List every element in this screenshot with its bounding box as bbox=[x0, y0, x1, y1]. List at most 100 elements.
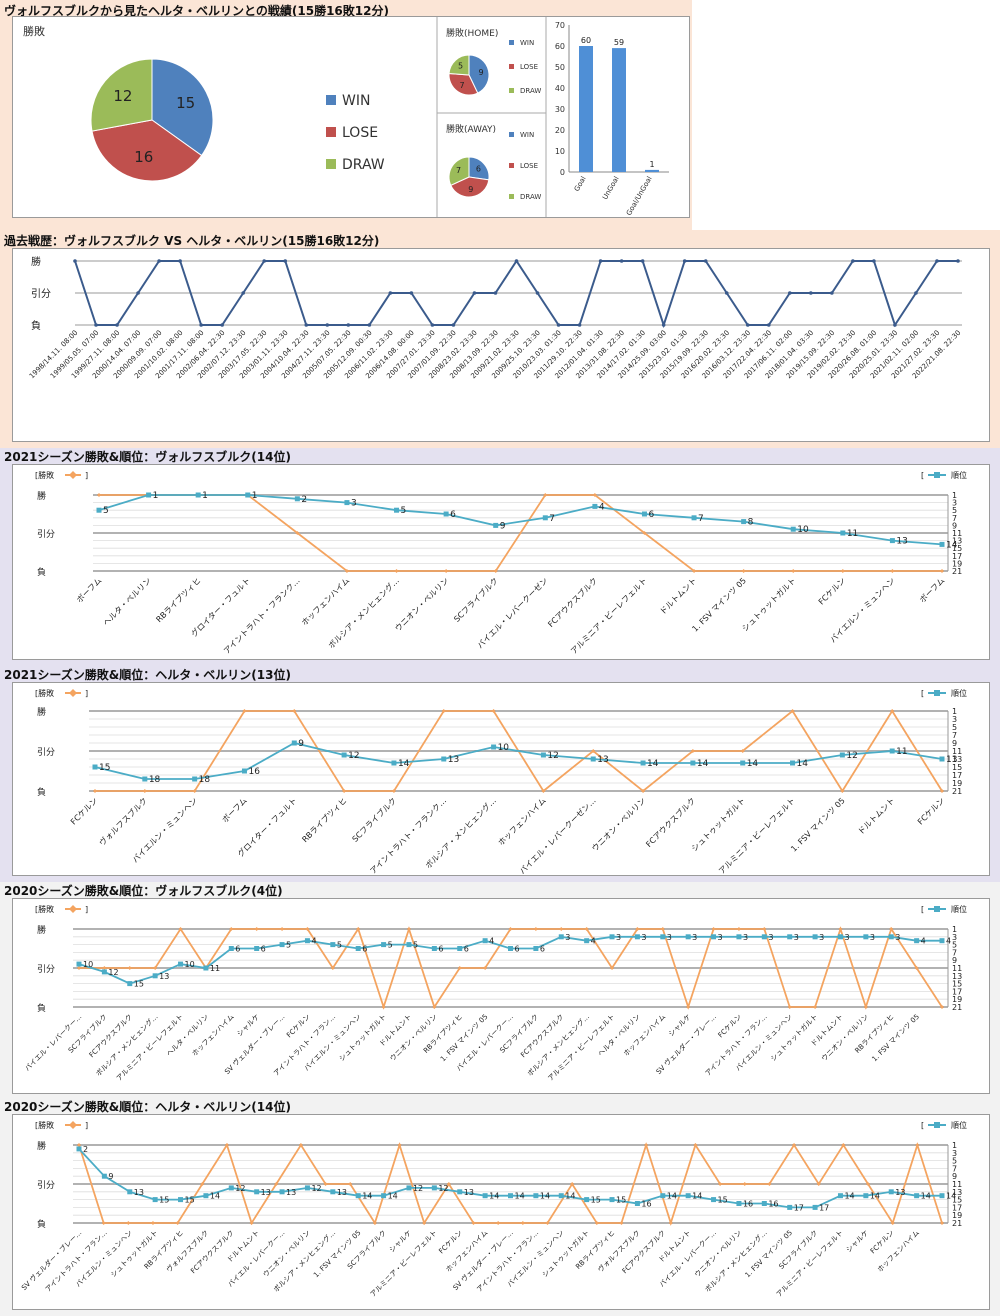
s2-result-point-4 bbox=[178, 927, 183, 931]
s2-team-12: シュトゥットガルト bbox=[337, 1012, 388, 1063]
s3-rank-point-21 bbox=[609, 1197, 615, 1203]
history-point-40 bbox=[914, 291, 918, 295]
s3-rank-label-18: 14 bbox=[540, 1192, 550, 1201]
s2-rank-point-1 bbox=[101, 969, 107, 975]
s2-rank-label-4: 10 bbox=[185, 960, 195, 969]
s3-result-point-17 bbox=[496, 1221, 501, 1225]
s1-team-3: ボーフム bbox=[220, 796, 248, 824]
s3-legend-right-open: [ bbox=[921, 1121, 924, 1130]
history-panel: 勝引分負 1998/14.11. 08:00 1999/05.05. 07:00 19… bbox=[12, 248, 990, 442]
goal-tick-60: 60 bbox=[555, 42, 565, 51]
s0-rank-label-14: 10 bbox=[797, 525, 809, 535]
s1-rank-label-2: 18 bbox=[199, 775, 211, 785]
s3-rank-label-1: 9 bbox=[108, 1172, 113, 1181]
s3-rank-label-20: 15 bbox=[591, 1196, 601, 1205]
season-title-2: 2020シーズン勝敗&順位：ヴォルフスブルク(4位) bbox=[4, 884, 283, 898]
s3-rank-label-33: 14 bbox=[921, 1192, 931, 1201]
pie-away-legend-label-0: WIN bbox=[520, 131, 534, 139]
s1-rank-point-17 bbox=[939, 756, 945, 762]
s2-rank-point-25 bbox=[711, 934, 717, 940]
s1-result-point-14 bbox=[790, 709, 795, 713]
s2-rank-label-1: 12 bbox=[108, 968, 118, 977]
s3-rank-point-22 bbox=[634, 1201, 640, 1206]
pie-total-legend-swatch-2 bbox=[326, 159, 336, 169]
s0-rank-tick-17: 17 bbox=[952, 552, 962, 561]
s0-rank-label-4: 2 bbox=[301, 495, 307, 505]
s3-legend-right: 順位 bbox=[951, 1120, 967, 1130]
s2-rank-label-31: 3 bbox=[870, 933, 875, 942]
s2-rank-tick-21: 21 bbox=[952, 1003, 962, 1012]
s2-ylabel-0: 勝 bbox=[37, 924, 46, 936]
goal-tick-30: 30 bbox=[555, 105, 565, 114]
s1-rank-tick-13: 13 bbox=[952, 755, 962, 764]
history-point-27 bbox=[640, 259, 645, 263]
s3-team-20: シュトゥットガルト bbox=[540, 1228, 591, 1279]
s1-team-9: ホッフェンハイム bbox=[496, 796, 547, 847]
s0-result-point-7 bbox=[444, 569, 449, 573]
s1-rank-tick-21: 21 bbox=[952, 787, 962, 796]
s0-team-10: FCアウクスブルク bbox=[546, 575, 600, 629]
season-panel-2: [勝敗][順位勝引分負 1 3 5 7 9 11 13 15 17 19 21 10 12 15 13 10 11… bbox=[12, 898, 990, 1094]
history-point-34 bbox=[788, 291, 792, 295]
pie-away-slice-2 bbox=[448, 156, 470, 186]
s2-result-point-22 bbox=[635, 927, 640, 931]
history-point-37 bbox=[851, 259, 855, 263]
pie-away-slice-1 bbox=[450, 176, 490, 198]
s2-rank-tick-15: 15 bbox=[952, 980, 962, 989]
s0-rank-tick-9: 9 bbox=[952, 521, 957, 530]
s3-team-31: シャルケ bbox=[845, 1229, 870, 1254]
history-point-6 bbox=[199, 323, 203, 327]
s3-team-13: シャルケ bbox=[388, 1229, 413, 1254]
s3-rank-tick-1: 1 bbox=[952, 1141, 957, 1150]
s0-team-12: ドルトムント bbox=[658, 576, 698, 616]
s2-rank-point-22 bbox=[634, 934, 640, 940]
history-point-35 bbox=[809, 291, 813, 295]
s2-rank-label-20: 4 bbox=[591, 937, 596, 946]
s3-team-26: ウニオン・ベルリン bbox=[693, 1229, 743, 1279]
s3-result-point-18 bbox=[520, 1221, 525, 1225]
s3-rank-point-17 bbox=[508, 1193, 513, 1199]
s1-rank-point-8 bbox=[491, 744, 497, 750]
s1-team-13: シュトゥットガルト bbox=[689, 795, 747, 853]
s2-result-point-21 bbox=[610, 966, 615, 970]
s0-rank-label-7: 6 bbox=[450, 510, 456, 520]
s3-rank-point-0 bbox=[76, 1146, 82, 1152]
s3-result-point-29 bbox=[792, 1143, 797, 1147]
s2-rank-label-14: 6 bbox=[438, 945, 443, 954]
s3-team-28: 1. FSV マインツ 05 bbox=[744, 1229, 794, 1279]
goal-tick-70: 70 bbox=[555, 21, 565, 30]
s2-result-point-2 bbox=[127, 966, 132, 970]
s1-rank-point-13 bbox=[740, 760, 746, 766]
s2-rank-point-10 bbox=[330, 942, 336, 948]
s2-result-point-8 bbox=[280, 927, 285, 931]
s0-rank-point-3 bbox=[245, 492, 251, 498]
s3-rank-label-11: 14 bbox=[362, 1192, 372, 1201]
goal-tick-10: 10 bbox=[555, 147, 565, 156]
s3-result-point-31 bbox=[841, 1143, 846, 1147]
season-title-3: 2020シーズン勝敗&順位：ヘルタ・ベルリン(14位) bbox=[4, 1100, 291, 1114]
goal-value-1: 59 bbox=[614, 38, 624, 47]
s3-rank-point-24 bbox=[685, 1193, 691, 1199]
s1-result-point-9 bbox=[541, 789, 546, 793]
s3-result-point-27 bbox=[742, 1182, 747, 1186]
s3-rank-label-31: 14 bbox=[870, 1192, 880, 1201]
s2-rank-tick-9: 9 bbox=[952, 956, 957, 965]
history-point-41 bbox=[935, 259, 939, 263]
s3-rank-point-4 bbox=[178, 1197, 184, 1203]
s1-result-point-2 bbox=[192, 789, 197, 793]
history-point-5 bbox=[178, 259, 182, 263]
s3-result-point-19 bbox=[545, 1221, 550, 1225]
s1-result-point-17 bbox=[940, 789, 944, 793]
s0-result-point-10 bbox=[592, 493, 597, 497]
s3-rank-tick-19: 19 bbox=[952, 1211, 962, 1220]
s1-rank-label-6: 14 bbox=[398, 759, 410, 769]
s3-rank-label-8: 13 bbox=[286, 1188, 296, 1197]
s1-team-1: ヴォルフスブルク bbox=[97, 795, 149, 847]
s2-rank-point-27 bbox=[761, 934, 767, 940]
goal-tick-40: 40 bbox=[555, 84, 565, 93]
s0-rank-label-9: 7 bbox=[549, 514, 555, 524]
s0-rank-point-15 bbox=[840, 530, 846, 536]
s2-rank-label-28: 3 bbox=[794, 933, 799, 942]
s3-rank-tick-7: 7 bbox=[952, 1164, 957, 1173]
s3-result-point-30 bbox=[816, 1182, 821, 1186]
